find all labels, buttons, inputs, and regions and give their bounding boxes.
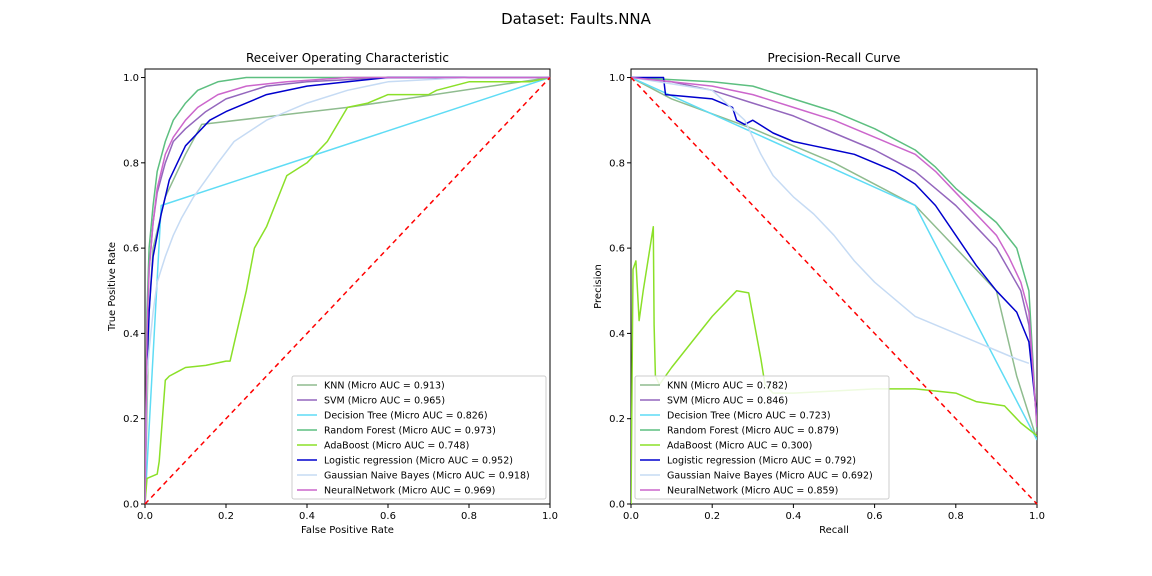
pr-y-tick-label: 1.0 [609, 73, 625, 84]
pr-y-axis-label: Precision [593, 264, 604, 309]
pr-x-tick-label: 0.4 [785, 511, 801, 522]
pr-x-tick-label: 0.8 [948, 511, 964, 522]
pr-x-axis-label: Recall [819, 525, 849, 536]
roc-title: Receiver Operating Characteristic [246, 51, 449, 65]
roc-chart: Receiver Operating Characteristic 0.0 0.2 0… [107, 51, 558, 536]
roc-x-tick-label: 0.2 [218, 511, 234, 522]
roc-series-line-7 [145, 76, 550, 504]
roc-x-tick-label: 1.0 [542, 511, 558, 522]
roc-x-axis-label: False Positive Rate [301, 525, 394, 536]
precision-recall-chart: Precision-Recall Curve 0.0 0.2 0.4 0.6 0.8 1.0… [593, 51, 1045, 536]
pr-x-tick-label: 0.2 [704, 511, 720, 522]
roc-x-tick-label: 0.6 [380, 511, 396, 522]
roc-plot-frame [144, 68, 551, 505]
pr-x-tick-label: 0.0 [623, 511, 639, 522]
roc-y-tick-label: 0.8 [123, 158, 139, 169]
roc-y-tick-label: 0.0 [123, 500, 139, 511]
roc-x-tick-label: 0.0 [137, 511, 153, 522]
roc-series-line-2 [145, 76, 550, 504]
roc-reference-line [144, 77, 551, 505]
pr-legend-box [634, 375, 890, 500]
roc-legend: KNN (Micro AUC = 0.913) SVM (Micro AUC = … [291, 375, 547, 500]
pr-x-tick-label: 0.6 [867, 511, 883, 522]
pr-legend-label-4: AdaBoost (Micro AUC = 0.300) [667, 441, 812, 452]
roc-series-line-4 [145, 76, 550, 504]
pr-y-tick-label: 0.4 [609, 329, 625, 340]
roc-x-tick-label: 0.8 [461, 511, 477, 522]
pr-title: Precision-Recall Curve [768, 51, 901, 65]
roc-y-axis-label: True Positive Rate [107, 242, 118, 332]
roc-y-tick-label: 1.0 [123, 73, 139, 84]
roc-legend-label-3: Random Forest (Micro AUC = 0.973) [324, 426, 496, 437]
pr-series-line-6 [631, 76, 1030, 365]
roc-legend-label-5: Logistic regression (Micro AUC = 0.952) [324, 456, 513, 467]
pr-legend-label-7: NeuralNetwork (Micro AUC = 0.859) [667, 486, 838, 497]
roc-legend-label-0: KNN (Micro AUC = 0.913) [324, 381, 445, 392]
roc-legend-label-4: AdaBoost (Micro AUC = 0.748) [324, 441, 469, 452]
roc-legend-label-2: Decision Tree (Micro AUC = 0.826) [324, 411, 488, 422]
pr-legend-label-6: Gaussian Naive Bayes (Micro AUC = 0.692) [667, 471, 873, 482]
pr-y-tick-label: 0.0 [609, 500, 625, 511]
pr-reference-line [630, 77, 1038, 505]
pr-series-line-3 [631, 76, 1037, 432]
pr-series-line-7 [631, 76, 1037, 428]
pr-series-line-2 [631, 76, 1037, 441]
roc-legend-label-1: SVM (Micro AUC = 0.965) [324, 396, 445, 407]
pr-y-tick-label: 0.6 [609, 244, 625, 255]
pr-y-tick-label: 0.2 [609, 414, 625, 425]
roc-y-tick-label: 0.4 [123, 329, 139, 340]
roc-legend-label-7: NeuralNetwork (Micro AUC = 0.969) [324, 486, 495, 497]
pr-legend-label-0: KNN (Micro AUC = 0.782) [667, 381, 788, 392]
pr-series-line-4 [631, 226, 1037, 504]
roc-series-line-6 [145, 76, 550, 504]
pr-plot-frame [630, 68, 1038, 505]
pr-x-tick-label: 1.0 [1029, 511, 1045, 522]
pr-series-line-1 [631, 76, 1037, 419]
pr-y-tick-label: 0.8 [609, 158, 625, 169]
pr-legend-label-2: Decision Tree (Micro AUC = 0.723) [667, 411, 831, 422]
roc-series-line-5 [145, 76, 550, 504]
roc-legend-label-6: Gaussian Naive Bayes (Micro AUC = 0.918) [324, 471, 530, 482]
roc-y-tick-label: 0.2 [123, 414, 139, 425]
pr-legend-label-3: Random Forest (Micro AUC = 0.879) [667, 426, 839, 437]
pr-legend: KNN (Micro AUC = 0.782) SVM (Micro AUC = … [634, 375, 890, 500]
roc-x-tick-label: 0.4 [299, 511, 315, 522]
roc-series-line-3 [145, 76, 550, 504]
pr-legend-label-1: SVM (Micro AUC = 0.846) [667, 396, 788, 407]
pr-series-line-5 [631, 76, 1037, 419]
roc-legend-box [291, 375, 547, 500]
figure-suptitle: Dataset: Faults.NNA [501, 10, 652, 28]
roc-y-tick-label: 0.6 [123, 244, 139, 255]
pr-legend-label-5: Logistic regression (Micro AUC = 0.792) [667, 456, 856, 467]
